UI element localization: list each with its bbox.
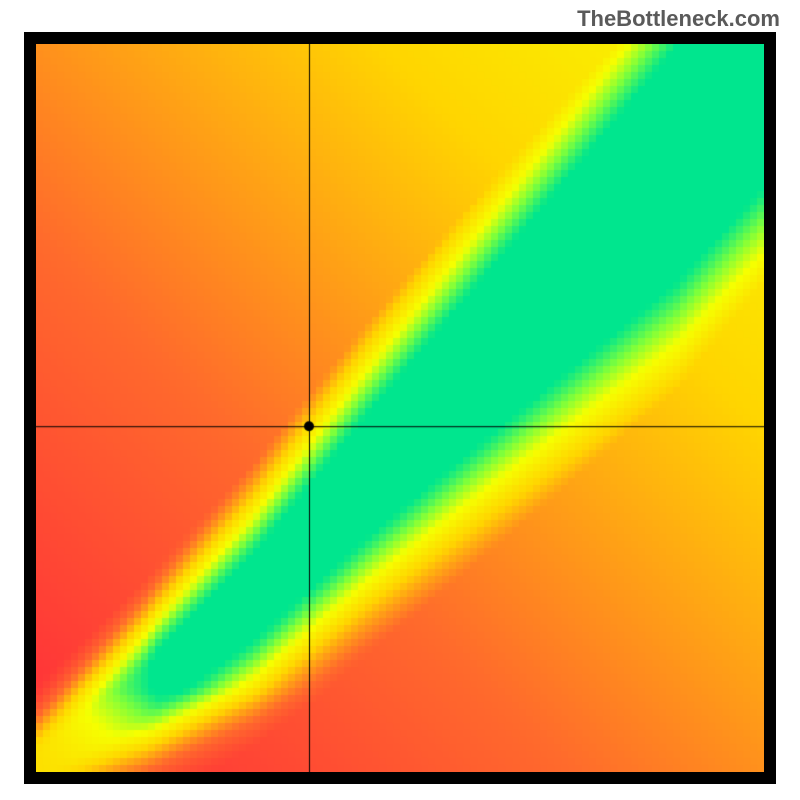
watermark-text: TheBottleneck.com — [577, 6, 780, 32]
root-container: TheBottleneck.com — [0, 0, 800, 800]
heatmap-canvas — [36, 44, 764, 772]
heatmap-chart — [24, 32, 776, 784]
